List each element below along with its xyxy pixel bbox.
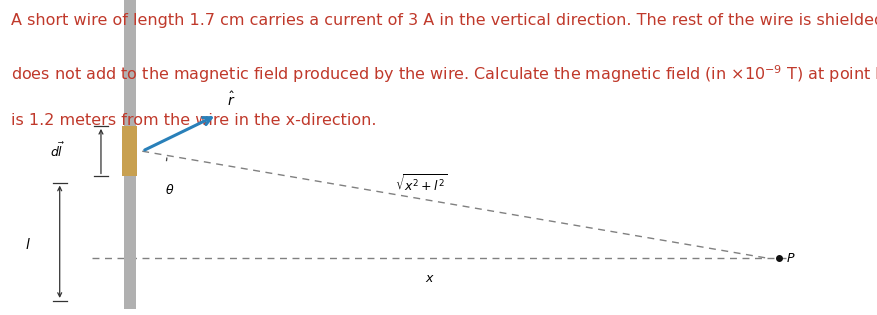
Text: $\sqrt{x^2+l^2}$: $\sqrt{x^2+l^2}$ [395,174,447,195]
Text: $P$: $P$ [785,252,795,265]
Text: $\hat{r}$: $\hat{r}$ [226,90,235,109]
Text: $d\vec{l}$: $d\vec{l}$ [50,142,65,160]
Text: $\theta$: $\theta$ [165,183,175,197]
Bar [125,0,135,309]
Text: A short wire of length 1.7 cm carries a current of 3 A in the vertical direction: A short wire of length 1.7 cm carries a … [11,13,877,28]
Text: $l$: $l$ [25,237,31,252]
Text: $x$: $x$ [424,272,435,285]
Bar [122,126,137,176]
Text: is 1.2 meters from the wire in the x-direction.: is 1.2 meters from the wire in the x-dir… [11,113,376,129]
Text: does not add to the magnetic field produced by the wire. Calculate the magnetic : does not add to the magnetic field produ… [11,63,877,85]
